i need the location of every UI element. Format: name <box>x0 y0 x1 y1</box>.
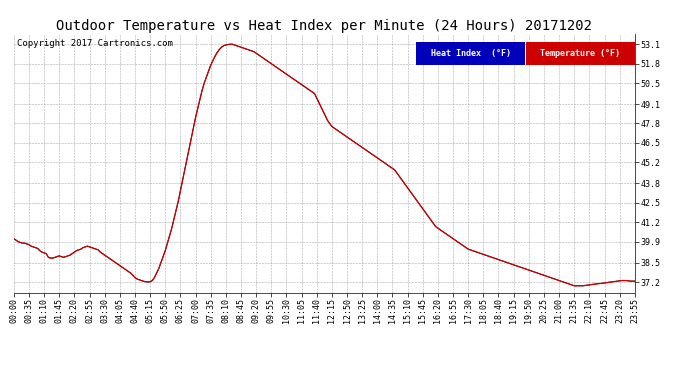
Bar <box>416 42 525 65</box>
Text: Heat Index  (°F): Heat Index (°F) <box>431 49 511 58</box>
Text: Temperature (°F): Temperature (°F) <box>540 49 620 58</box>
Title: Outdoor Temperature vs Heat Index per Minute (24 Hours) 20171202: Outdoor Temperature vs Heat Index per Mi… <box>57 19 592 33</box>
Text: Copyright 2017 Cartronics.com: Copyright 2017 Cartronics.com <box>17 39 172 48</box>
Bar <box>526 42 635 65</box>
